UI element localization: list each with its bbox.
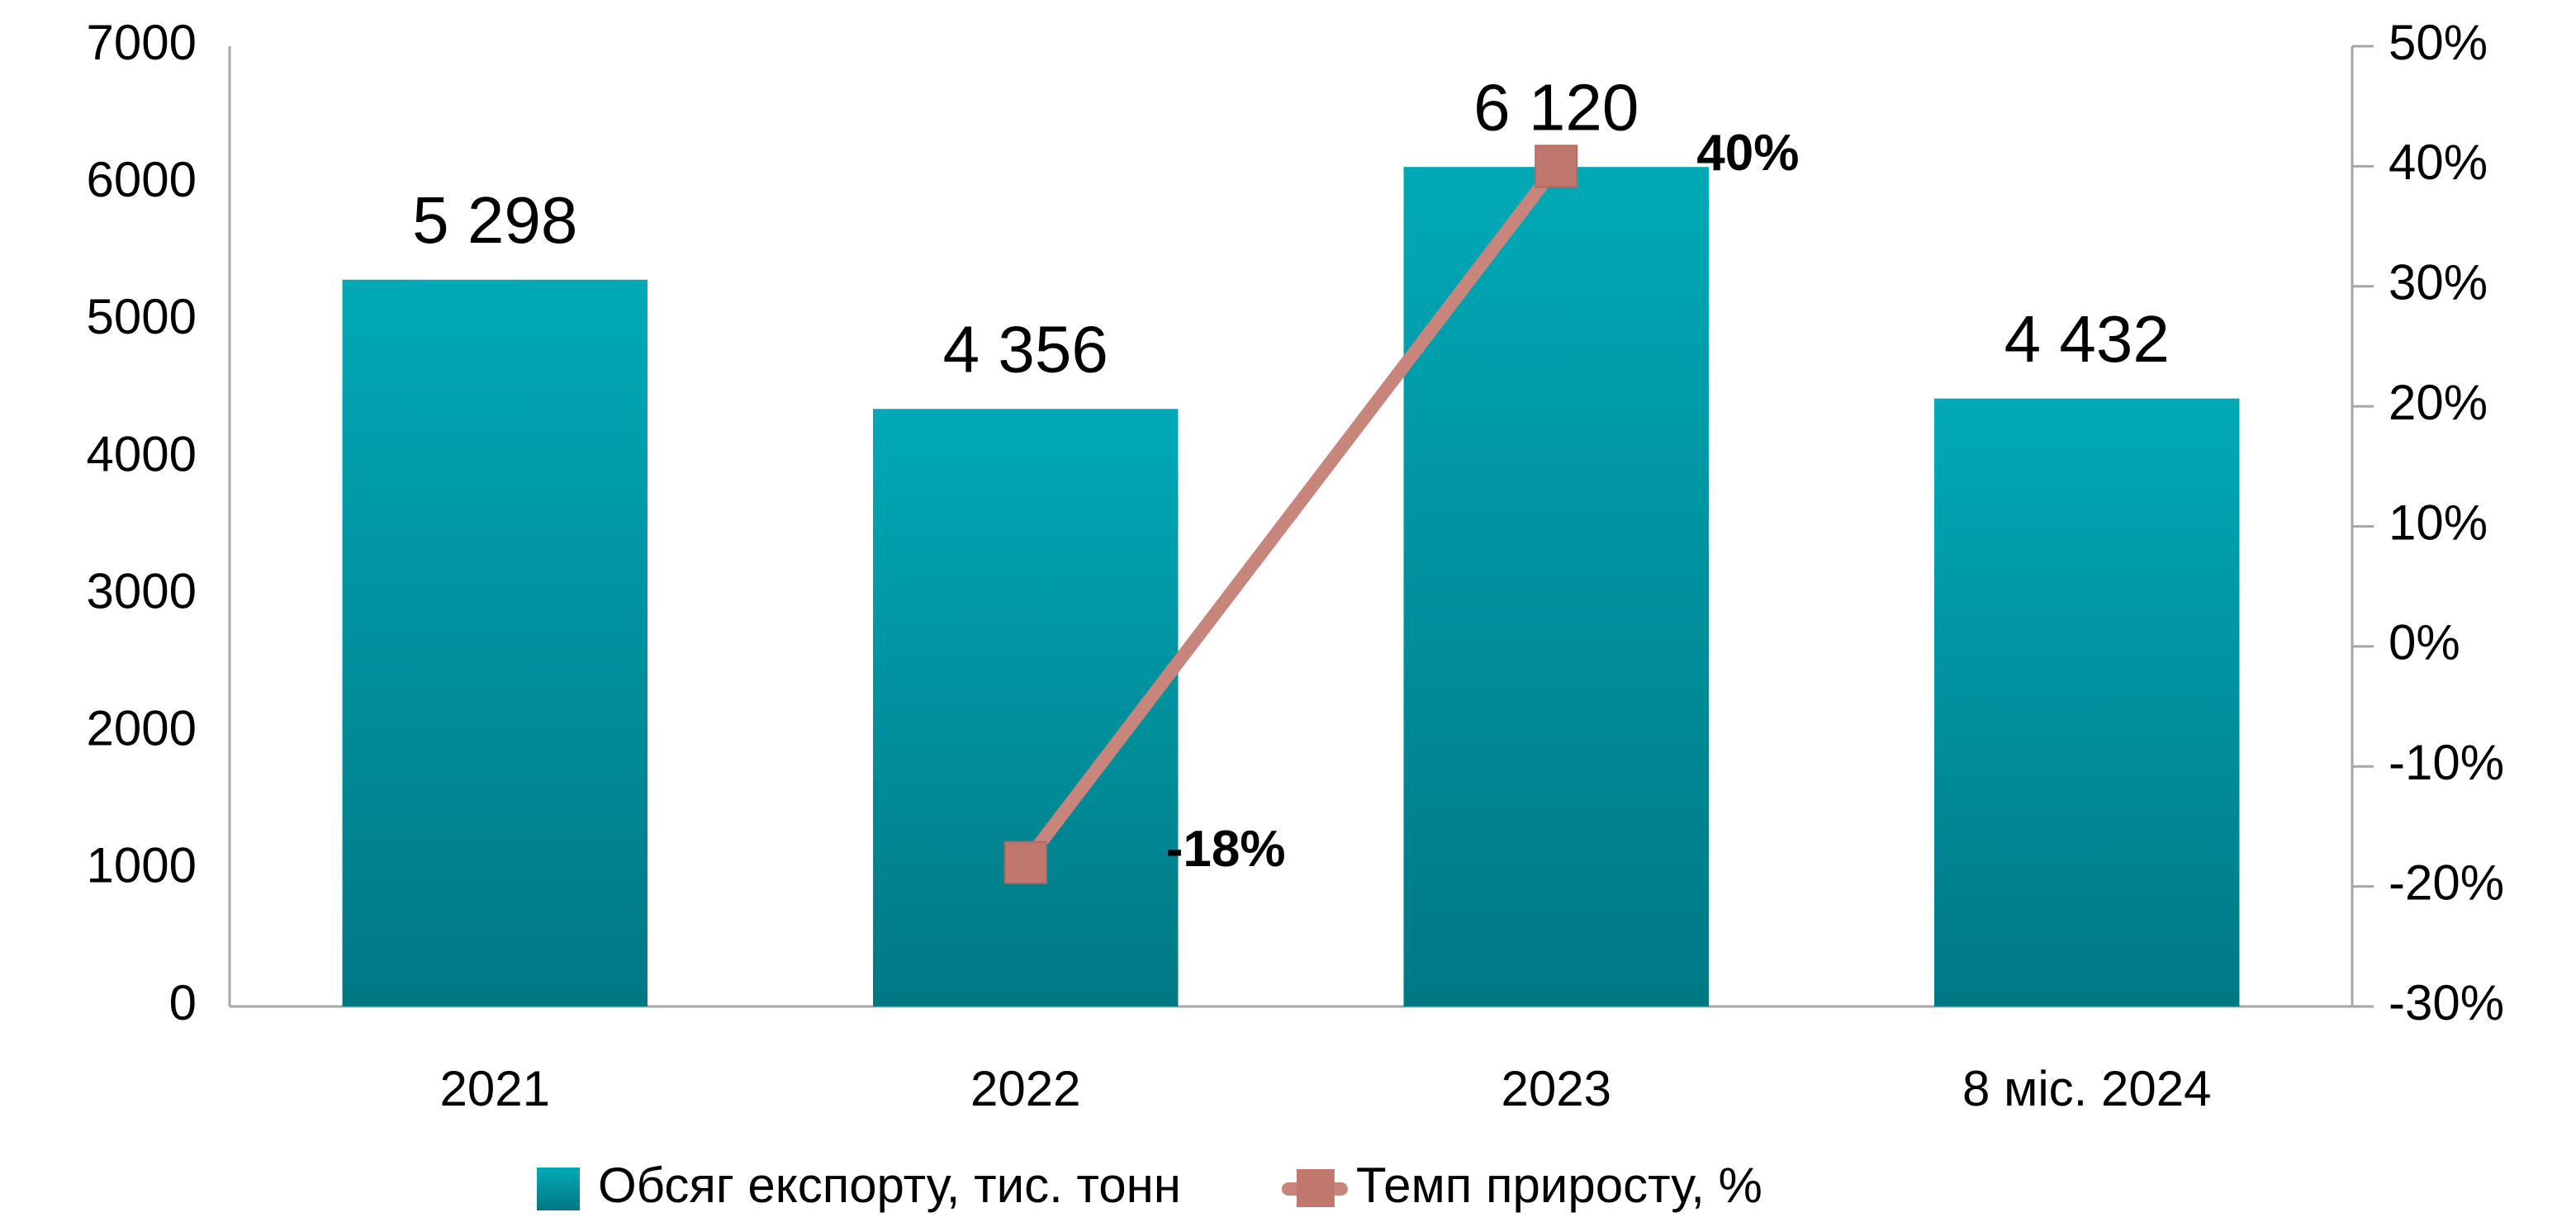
y-tick-label: 1000 [87, 838, 197, 893]
legend-swatch [537, 1168, 580, 1210]
bar-value-label: 5 298 [412, 183, 577, 257]
y2-tick-label: 0% [2389, 615, 2460, 670]
line-value-label: -18% [1166, 821, 1286, 878]
bar-value-label: 4 356 [943, 312, 1108, 386]
y2-tick-label: 40% [2389, 135, 2488, 190]
y-tick-label: 6000 [87, 152, 197, 207]
y2-tick-label: -20% [2389, 855, 2504, 910]
bar [1403, 167, 1709, 1007]
x-tick-label: 8 міс. 2024 [1962, 1061, 2211, 1116]
y2-tick-label: 50% [2389, 15, 2488, 70]
x-tick-label: 2023 [1501, 1061, 1611, 1116]
y2-tick-label: 10% [2389, 495, 2488, 550]
y-tick-label: 5000 [87, 289, 197, 344]
y2-tick-label: -30% [2389, 975, 2504, 1030]
y-tick-label: 2000 [87, 701, 197, 756]
line-value-label: 40% [1696, 125, 1799, 182]
bar-value-label: 4 432 [2004, 302, 2170, 376]
bar [1934, 398, 2240, 1006]
y-tick-label: 4000 [87, 426, 197, 481]
y-tick-label: 0 [169, 975, 197, 1030]
legend-marker [1296, 1169, 1335, 1207]
line-marker [1003, 841, 1047, 884]
x-tick-label: 2022 [970, 1061, 1080, 1116]
legend-label: Темп приросту, % [1356, 1158, 1762, 1213]
y2-tick-label: 30% [2389, 255, 2488, 310]
bar-value-label: 6 120 [1473, 70, 1639, 144]
bar [873, 409, 1179, 1006]
line-marker [1535, 144, 1578, 188]
y2-tick-label: 20% [2389, 375, 2488, 430]
y-tick-label: 7000 [87, 15, 197, 70]
bar [342, 279, 648, 1006]
line [1020, 162, 1562, 867]
y2-tick-label: -10% [2389, 735, 2504, 790]
x-tick-label: 2021 [440, 1061, 550, 1116]
y-tick-label: 3000 [87, 563, 197, 618]
legend-label: Обсяг експорту, тис. тонн [598, 1158, 1181, 1213]
